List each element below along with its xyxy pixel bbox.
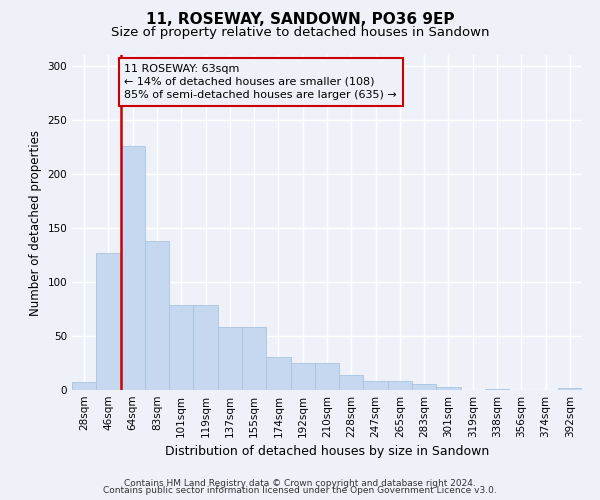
Bar — [266, 356, 290, 390]
Text: 11 ROSEWAY: 63sqm
← 14% of detached houses are smaller (108)
85% of semi-detache: 11 ROSEWAY: 63sqm ← 14% of detached hous… — [124, 64, 397, 100]
Bar — [339, 375, 364, 390]
X-axis label: Distribution of detached houses by size in Sandown: Distribution of detached houses by size … — [165, 446, 489, 458]
Text: 11, ROSEWAY, SANDOWN, PO36 9EP: 11, ROSEWAY, SANDOWN, PO36 9EP — [146, 12, 454, 28]
Bar — [242, 328, 266, 390]
Bar — [121, 146, 145, 390]
Bar — [364, 382, 388, 390]
Bar — [218, 328, 242, 390]
Bar — [388, 382, 412, 390]
Y-axis label: Number of detached properties: Number of detached properties — [29, 130, 42, 316]
Bar — [412, 384, 436, 390]
Bar — [558, 388, 582, 390]
Text: Size of property relative to detached houses in Sandown: Size of property relative to detached ho… — [111, 26, 489, 39]
Bar — [436, 387, 461, 390]
Bar — [169, 304, 193, 390]
Text: Contains public sector information licensed under the Open Government Licence v3: Contains public sector information licen… — [103, 486, 497, 495]
Bar — [485, 389, 509, 390]
Bar — [290, 363, 315, 390]
Bar — [96, 253, 121, 390]
Bar — [145, 241, 169, 390]
Text: Contains HM Land Registry data © Crown copyright and database right 2024.: Contains HM Land Registry data © Crown c… — [124, 478, 476, 488]
Bar — [193, 304, 218, 390]
Bar — [315, 363, 339, 390]
Bar — [72, 382, 96, 390]
